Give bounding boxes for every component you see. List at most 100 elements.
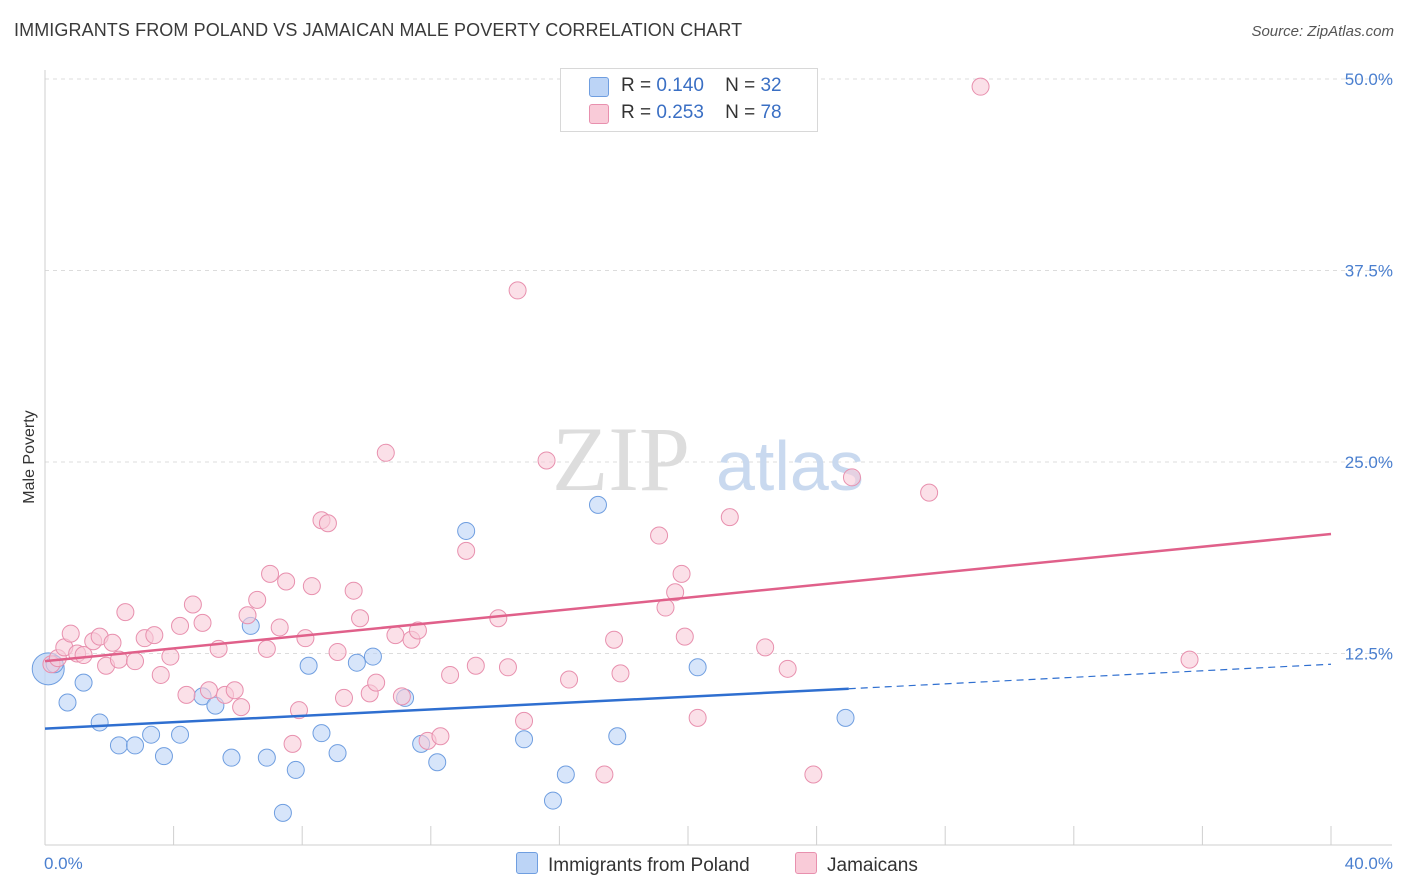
jamaicans-point	[466, 656, 485, 675]
y-axis-label: Male Poverty	[21, 410, 38, 503]
jamaicans-point	[376, 443, 395, 462]
x-tick-label: 40.0%	[1345, 854, 1393, 873]
jamaicans-point	[232, 698, 251, 717]
y-tick-label: 37.5%	[1345, 262, 1393, 281]
jamaicans-point	[367, 673, 386, 692]
jamaicans-point	[344, 581, 363, 600]
poland-point	[588, 495, 607, 514]
poland-point	[328, 744, 347, 763]
y-tick-label: 25.0%	[1345, 453, 1393, 472]
grid	[45, 78, 1392, 654]
jamaicans-point	[672, 564, 691, 583]
legend-r-value: 0.253	[656, 102, 704, 123]
jamaicans-point	[611, 664, 630, 683]
poland-point	[171, 725, 190, 744]
legend-item-jamaicans: Jamaicans	[795, 852, 918, 877]
x-tick-labels: 0.0% 40.0%	[44, 854, 1393, 873]
poland-point	[154, 747, 173, 766]
jamaicans-point	[177, 685, 196, 704]
poland-point	[74, 673, 93, 692]
jamaicans-point	[296, 629, 315, 648]
jamaicans-point	[277, 572, 296, 591]
poland-point	[142, 725, 161, 744]
poland-trend-line	[44, 687, 849, 730]
poland-point	[836, 708, 855, 727]
jamaicans-point	[145, 626, 164, 645]
jamaicans-point	[283, 734, 302, 753]
legend-item-poland: Immigrants from Poland	[516, 852, 750, 877]
jamaicans-point	[842, 468, 861, 487]
jamaicans-point	[605, 630, 624, 649]
poland-point	[58, 693, 77, 712]
jamaicans-point	[688, 708, 707, 727]
jamaicans-point	[804, 765, 823, 784]
jamaicans-point	[971, 77, 990, 96]
jamaicans-point	[441, 665, 460, 684]
jamaicans-point	[595, 765, 614, 784]
jamaicans-point	[161, 647, 180, 666]
legend-swatch-poland	[516, 852, 538, 874]
data-points	[31, 77, 1199, 822]
jamaicans-point	[270, 618, 289, 637]
trend-lines	[44, 532, 1332, 730]
jamaicans-point	[103, 633, 122, 652]
poland-point	[109, 736, 128, 755]
jamaicans-point	[666, 583, 685, 602]
chart-title: IMMIGRANTS FROM POLAND VS JAMAICAN MALE …	[14, 20, 743, 40]
jamaicans-point	[257, 639, 276, 658]
y-tick-label: 12.5%	[1345, 645, 1393, 664]
legend-n-value: 78	[760, 102, 782, 123]
legend-r-label: R =	[621, 75, 652, 96]
jamaicans-point	[318, 514, 337, 533]
jamaicans-point	[778, 659, 797, 678]
jamaicans-point	[328, 642, 347, 661]
x-tick-label: 0.0%	[44, 854, 83, 873]
jamaicans-point	[248, 590, 267, 609]
poland-point	[90, 713, 109, 732]
jamaicans-point	[720, 508, 739, 527]
poland-point	[222, 748, 241, 767]
jamaicans-point	[61, 624, 80, 643]
poland-point	[299, 656, 318, 675]
jamaicans-point	[920, 483, 939, 502]
poland-point	[257, 748, 276, 767]
legend-label-jamaicans: Jamaicans	[827, 855, 918, 876]
poland-point	[556, 765, 575, 784]
jamaicans-point	[1180, 650, 1199, 669]
jamaicans-point	[289, 701, 308, 720]
jamaicans-trend-line	[44, 532, 1332, 663]
jamaicans-point	[560, 670, 579, 689]
jamaicans-point	[498, 658, 517, 677]
poland-point	[273, 803, 292, 822]
jamaicans-point	[457, 541, 476, 560]
y-tick-labels: 12.5% 25.0% 37.5% 50.0%	[1345, 70, 1393, 664]
poland-point	[608, 727, 627, 746]
jamaicans-point	[508, 281, 527, 300]
poland-trend-extension	[848, 663, 1332, 690]
poland-point	[543, 791, 562, 810]
poland-point	[312, 724, 331, 743]
jamaicans-point	[116, 603, 135, 622]
legend-swatch-jamaicans	[795, 852, 817, 874]
jamaicans-point	[756, 638, 775, 657]
poland-point	[515, 730, 534, 749]
jamaicans-point	[386, 626, 405, 645]
legend-swatch-poland	[589, 77, 609, 97]
y-tick-label: 50.0%	[1345, 70, 1393, 89]
jamaicans-point	[334, 688, 353, 707]
legend-swatch-jamaicans	[589, 104, 609, 124]
legend-label-poland: Immigrants from Poland	[548, 855, 750, 876]
legend-n-label: N =	[725, 75, 756, 96]
watermark-atlas: atlas	[716, 427, 864, 505]
jamaicans-point	[261, 564, 280, 583]
legend-r-value: 0.140	[656, 75, 704, 96]
jamaicans-point	[431, 727, 450, 746]
jamaicans-point	[171, 616, 190, 635]
jamaicans-point	[225, 681, 244, 700]
jamaicans-point	[537, 451, 556, 470]
watermark-zip: ZIP	[552, 408, 690, 510]
jamaicans-point	[199, 681, 218, 700]
poland-point	[688, 658, 707, 677]
jamaicans-point	[489, 609, 508, 628]
